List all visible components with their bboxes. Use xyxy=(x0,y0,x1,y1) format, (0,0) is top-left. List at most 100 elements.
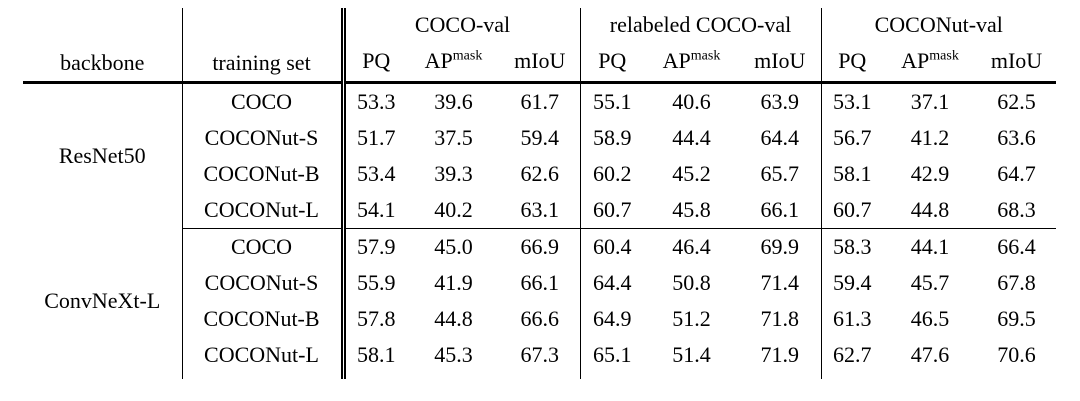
metric-value-cell: 55.9 xyxy=(357,270,396,295)
training-set-cell: COCONut-B xyxy=(182,301,346,337)
metric-value-cell: 66.9 xyxy=(500,228,581,265)
backbone-cell-convnext-l: ConvNeXt-L xyxy=(23,228,183,373)
metric-value-cell: 57.8 xyxy=(357,306,396,331)
metric-value-cell: 64.7 xyxy=(997,161,1036,186)
group-header-coconut-val: COCONut-val xyxy=(874,12,1003,37)
metric-value-cell: 53.4 xyxy=(357,161,396,186)
metric-label: AP xyxy=(662,48,691,73)
metric-value-cell: 42.9 xyxy=(910,161,950,186)
metric-value-cell: 71.8 xyxy=(739,301,822,337)
group-header-row: backbone training set COCO-val relabeled… xyxy=(23,8,1056,84)
col-header-ap-mask: APmask xyxy=(883,42,977,84)
metric-value-cell: 59.4 xyxy=(500,120,581,156)
metric-value-cell: 58.3 xyxy=(833,234,872,259)
metric-value-cell: 66.1 xyxy=(739,192,822,229)
metric-value-cell: 57.9 xyxy=(357,234,396,259)
metric-label: mIoU xyxy=(754,48,806,73)
col-header-miou: mIoU xyxy=(739,42,822,84)
metric-value-cell: 44.4 xyxy=(672,125,711,150)
table-row: COCONut-L 54.1 40.2 63.1 60.7 45.8 66.1 … xyxy=(23,192,1056,229)
table-row: COCONut-L 58.1 45.3 67.3 65.1 51.4 71.9 … xyxy=(23,337,1056,373)
metric-value-cell: 47.6 xyxy=(910,342,950,367)
metric-value-cell: 68.3 xyxy=(977,192,1056,229)
training-set-cell: COCONut-S xyxy=(182,265,346,301)
metric-value-cell: 46.4 xyxy=(672,234,711,259)
metric-value-cell: 66.4 xyxy=(997,234,1036,259)
metric-value-cell: 60.7 xyxy=(580,192,644,229)
metric-label: mIoU xyxy=(990,48,1043,73)
metric-value-cell: 46.5 xyxy=(910,306,950,331)
training-set-cell: COCO xyxy=(182,228,346,265)
metric-superscript: mask xyxy=(452,48,483,64)
metric-label: PQ xyxy=(838,48,867,73)
table-row: ResNet50 COCO 53.3 39.6 61.7 55.1 40.6 6… xyxy=(23,82,1056,229)
metric-value-cell: 44.1 xyxy=(910,234,950,259)
metric-value-cell: 71.9 xyxy=(739,337,822,373)
metric-value-cell: 65.7 xyxy=(739,156,822,192)
metric-value-cell: 53.3 xyxy=(357,89,396,114)
metric-value-cell: 39.6 xyxy=(434,89,473,114)
metric-value-cell: 67.8 xyxy=(997,270,1036,295)
table-row: COCONut-B 53.4 39.3 62.6 60.2 45.2 65.7 … xyxy=(23,156,1056,192)
metric-value-cell: 67.3 xyxy=(500,337,581,373)
metric-value-cell: 41.9 xyxy=(434,270,473,295)
metric-value-cell: 62.6 xyxy=(500,156,581,192)
metric-value-cell: 63.6 xyxy=(997,125,1036,150)
metric-value-cell: 56.7 xyxy=(833,125,872,150)
metric-value-cell: 62.5 xyxy=(997,89,1036,114)
group-header-relabeled-coco-val: relabeled COCO-val xyxy=(580,8,822,42)
metric-value-cell: 45.8 xyxy=(644,192,739,229)
metric-value-cell: 59.4 xyxy=(833,270,872,295)
metric-value-cell: 63.9 xyxy=(739,82,822,120)
metric-value-cell: 71.4 xyxy=(739,265,822,301)
metric-value-cell: 63.1 xyxy=(500,192,581,229)
backbone-cell-resnet50: ResNet50 xyxy=(23,82,183,229)
metric-value-cell: 44.8 xyxy=(434,306,473,331)
metric-value-cell: 64.4 xyxy=(739,120,822,156)
metric-value-cell: 66.1 xyxy=(500,265,581,301)
col-header-pq: PQ xyxy=(580,42,644,84)
metric-superscript: mask xyxy=(690,48,721,64)
metric-value-cell: 51.2 xyxy=(672,306,711,331)
metric-value-cell: 44.8 xyxy=(883,192,977,229)
metric-value-cell: 65.1 xyxy=(593,342,632,367)
metric-value-cell: 58.1 xyxy=(833,161,872,186)
metric-label: PQ xyxy=(362,48,391,73)
training-set-cell: COCO xyxy=(182,82,346,120)
metric-value-cell: 50.8 xyxy=(672,270,711,295)
metric-value-cell: 61.7 xyxy=(500,82,581,120)
metric-value-cell: 69.9 xyxy=(739,228,822,265)
metric-label: PQ xyxy=(598,48,627,73)
metric-value-cell: 37.1 xyxy=(910,89,950,114)
metric-value-cell: 60.2 xyxy=(593,161,632,186)
metric-header-row: PQ APmask mIoU PQ APmask mIoU PQ APmask … xyxy=(23,42,1056,84)
metric-value-cell: 45.0 xyxy=(434,234,473,259)
metric-value-cell: 45.7 xyxy=(910,270,950,295)
metric-label: mIoU xyxy=(514,48,566,73)
metric-value-cell: 55.1 xyxy=(593,89,632,114)
training-set-cell: COCONut-L xyxy=(182,337,346,373)
col-header-pq: PQ xyxy=(343,42,407,84)
metric-value-cell: 54.1 xyxy=(343,192,407,229)
table-row: COCONut-S 55.9 41.9 66.1 64.4 50.8 71.4 … xyxy=(23,265,1056,301)
results-table: backbone training set COCO-val relabeled… xyxy=(23,8,1056,379)
metric-value-cell: 69.5 xyxy=(997,306,1036,331)
metric-value-cell: 51.4 xyxy=(672,342,711,367)
backbone-column-header: backbone xyxy=(23,8,183,84)
col-header-pq: PQ xyxy=(821,42,883,84)
metric-value-cell: 60.4 xyxy=(593,234,632,259)
metric-value-cell: 64.9 xyxy=(593,306,632,331)
metric-value-cell: 66.6 xyxy=(500,301,581,337)
training-set-cell: COCONut-B xyxy=(182,156,346,192)
col-header-ap-mask: APmask xyxy=(644,42,739,84)
metric-value-cell: 53.1 xyxy=(833,89,872,114)
col-header-miou: mIoU xyxy=(977,42,1056,84)
metric-value-cell: 40.6 xyxy=(672,89,711,114)
metric-label: AP xyxy=(901,48,930,73)
metric-value-cell: 51.7 xyxy=(357,125,396,150)
metric-value-cell: 58.1 xyxy=(357,342,396,367)
group-header-coco-val: COCO-val xyxy=(343,8,581,42)
metric-value-cell: 64.4 xyxy=(593,270,632,295)
table-row: COCONut-S 51.7 37.5 59.4 58.9 44.4 64.4 … xyxy=(23,120,1056,156)
